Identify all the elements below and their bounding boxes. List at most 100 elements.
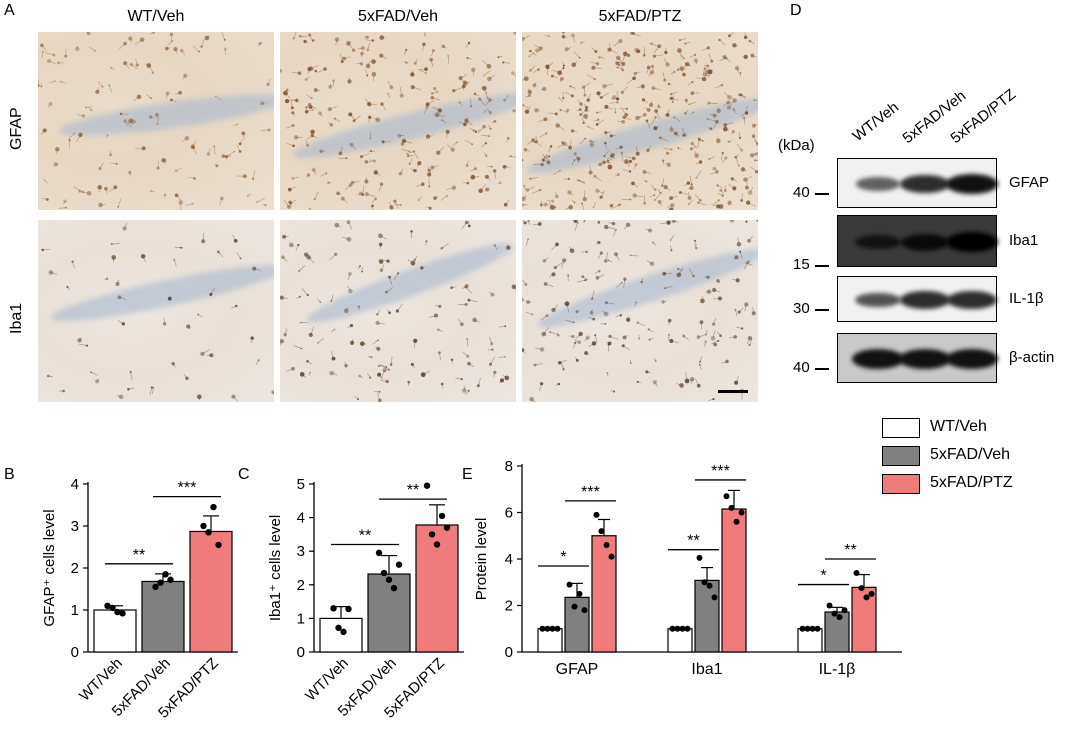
y-tick-label: 4	[297, 510, 305, 527]
y-tick-label: 0	[297, 644, 305, 661]
panel-letter-e: E	[462, 466, 473, 483]
blot-band	[852, 349, 904, 369]
data-point	[205, 529, 212, 536]
data-point	[330, 605, 337, 612]
data-point	[836, 614, 843, 621]
kda-label: (kDa)	[778, 137, 815, 154]
data-point	[443, 524, 451, 531]
y-tick-label: 4	[71, 476, 79, 493]
y-tick-label: 8	[505, 458, 513, 475]
data-point	[868, 590, 875, 597]
micrograph-gfap-5xfad-veh	[280, 32, 516, 210]
data-point	[598, 528, 605, 535]
legend-label-5xfad-veh: 5xFAD/Veh	[930, 446, 1011, 463]
bar	[591, 535, 617, 653]
data-point	[390, 584, 398, 592]
blot-band	[946, 174, 998, 194]
data-point	[539, 625, 546, 632]
significance-label: ***	[581, 484, 600, 501]
data-point	[433, 541, 441, 548]
y-tick-label: 2	[505, 598, 513, 615]
significance-label: **	[687, 533, 699, 550]
panel-letter-d: D	[790, 2, 802, 19]
y-tick-label: 0	[71, 644, 79, 661]
data-point	[706, 582, 713, 589]
data-point	[603, 542, 610, 549]
x-tick-label: GFAP	[556, 661, 599, 678]
data-point	[684, 625, 691, 632]
bar	[189, 530, 233, 653]
panel-letter-b: B	[4, 466, 15, 483]
y-tick-label: 5	[297, 476, 305, 493]
y-axis-label: Iba1⁺ cells level	[267, 515, 284, 621]
significance-label: ***	[178, 480, 197, 497]
column-label-5xfad-ptz: 5xFAD/PTZ	[598, 8, 682, 25]
data-point	[593, 511, 600, 518]
kda-dash	[815, 265, 829, 267]
kda-marker: 15	[793, 256, 810, 273]
scale-bar	[718, 390, 748, 393]
y-tick-label: 1	[297, 610, 305, 627]
blot-panel-actin	[837, 333, 998, 383]
row-label-gfap: GFAP	[8, 107, 25, 150]
data-point	[863, 594, 870, 601]
kda-dash	[815, 368, 829, 370]
data-point	[826, 602, 833, 609]
micrograph-gfap-wt-veh	[38, 32, 274, 210]
data-point	[109, 604, 116, 612]
y-axis-label: Protein level	[473, 518, 490, 601]
y-tick-label: 3	[71, 518, 79, 535]
blot-band	[900, 233, 950, 251]
blot-panel-iba1	[837, 215, 998, 267]
column-label-5xfad-veh: 5xFAD/Veh	[357, 8, 439, 25]
data-point	[711, 594, 718, 601]
data-point	[375, 549, 383, 557]
y-tick-label: 2	[71, 560, 79, 577]
data-point	[853, 569, 860, 576]
blot-band	[855, 234, 901, 250]
blot-band	[946, 349, 998, 369]
blot-band	[947, 291, 997, 309]
data-point	[831, 610, 838, 617]
blot-band	[855, 292, 901, 308]
micrograph-gfap-5xfad-ptz	[522, 32, 758, 210]
data-point	[162, 571, 169, 578]
data-point	[340, 628, 347, 636]
bar	[537, 628, 563, 653]
data-point	[858, 585, 865, 592]
data-point	[200, 522, 207, 530]
lane-label-wt-veh: WT/Veh	[849, 98, 903, 145]
significance-label: **	[359, 527, 371, 544]
data-point	[701, 579, 708, 586]
y-tick-label: 4	[505, 551, 513, 568]
micrograph-iba1-wt-veh	[38, 220, 274, 402]
bar	[93, 609, 137, 653]
data-point	[608, 553, 615, 560]
y-tick-label: 6	[505, 505, 513, 522]
bar	[141, 580, 185, 653]
data-point	[669, 625, 676, 632]
significance-label: **	[844, 542, 856, 559]
blot-label: GFAP	[1009, 174, 1050, 191]
kda-dash	[815, 193, 829, 195]
data-point	[581, 607, 588, 614]
significance-label: *	[560, 549, 566, 566]
micrograph-iba1-5xfad-veh	[280, 220, 516, 402]
legend-swatch-5xfad-veh	[882, 446, 920, 466]
y-axis-label: GFAP⁺ cells level	[41, 509, 58, 626]
data-point	[152, 583, 159, 591]
blot-label: β-actin	[1009, 349, 1055, 366]
data-point	[738, 509, 745, 516]
data-point	[809, 625, 816, 632]
significance-label: *	[820, 568, 826, 585]
data-point	[167, 576, 174, 583]
data-point	[119, 610, 126, 617]
data-point	[814, 625, 821, 632]
significance-label: ***	[711, 463, 730, 480]
blot-band	[900, 175, 950, 193]
y-tick-label: 3	[297, 543, 305, 560]
y-tick-label: 0	[505, 644, 513, 661]
